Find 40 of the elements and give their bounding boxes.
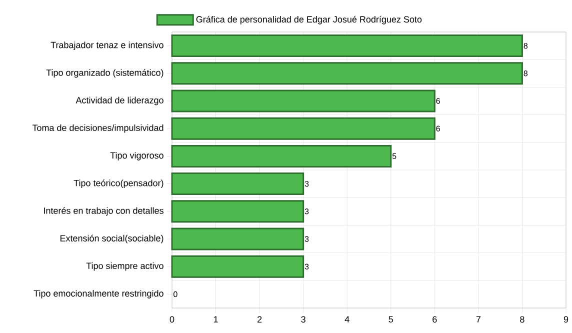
data-label: 3: [304, 208, 309, 214]
bar: [171, 172, 304, 196]
x-tick-label: 8: [520, 316, 524, 323]
y-tick-label: Tipo teórico(pensador): [74, 180, 164, 188]
y-tick-label: Tipo vigoroso: [110, 152, 164, 160]
data-label: 3: [304, 180, 309, 187]
bar: [171, 90, 436, 112]
y-tick-label: Tipo siempre activo: [86, 262, 164, 271]
bar: [171, 144, 392, 168]
y-tick-label: Tipo emocionalmente restringido: [34, 290, 164, 298]
data-label: 6: [436, 98, 440, 104]
x-tick-label: 5: [388, 316, 394, 322]
bar: [171, 34, 523, 58]
x-tick-label: 9: [564, 316, 568, 323]
x-tick-label: 2: [258, 316, 262, 322]
y-tick-label: Extensión social(sociable): [60, 234, 164, 244]
data-label: 5: [392, 153, 396, 159]
x-tick-label: 6: [432, 316, 437, 323]
data-label: 6: [436, 126, 440, 132]
data-label: 3: [304, 236, 309, 242]
data-label: 3: [304, 264, 309, 270]
y-tick-label: Interés en trabajo con detalles: [44, 207, 164, 216]
y-tick-label: Tipo organizado (sistemático): [46, 69, 164, 78]
x-tick-label: 1: [214, 316, 218, 322]
data-label: 8: [524, 42, 528, 49]
legend-label: Gráfica de personalidad de Edgar Josué Rodríguez Soto: [196, 16, 422, 24]
x-tick-label: 0: [170, 316, 174, 323]
y-tick-label: Actividad de liderazgo: [76, 96, 164, 106]
y-tick-label: Trabajador tenaz e intensivo: [50, 42, 164, 50]
x-tick-label: 4: [344, 316, 350, 322]
x-tick-label: 7: [476, 316, 480, 322]
data-label: 0: [174, 291, 178, 298]
y-tick-label: Toma de decisiones/impulsividad: [32, 124, 164, 133]
bar: [171, 62, 523, 85]
bar: [171, 228, 304, 250]
data-label: 8: [524, 70, 528, 76]
bar: [171, 117, 436, 140]
x-tick-label: 3: [301, 316, 306, 323]
bar: [171, 255, 304, 278]
bar: [171, 200, 304, 223]
